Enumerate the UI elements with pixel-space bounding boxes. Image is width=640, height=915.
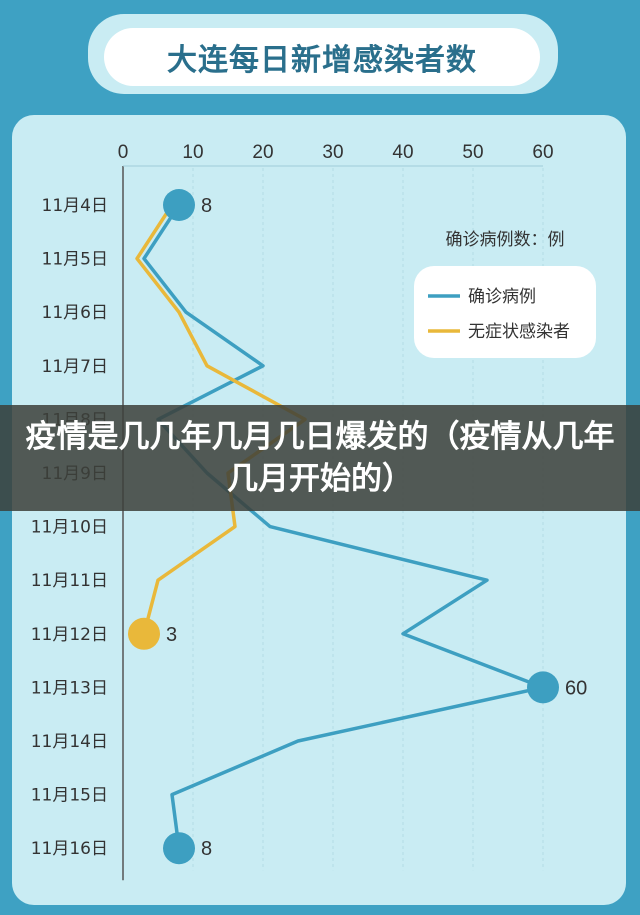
category-label: 11月13日: [31, 678, 108, 698]
x-tick-label: 10: [182, 142, 203, 163]
data-label: 3: [166, 624, 177, 646]
x-tick-label: 0: [118, 142, 129, 163]
category-label: 11月15日: [31, 786, 108, 806]
category-label: 11月4日: [42, 196, 108, 216]
category-label: 11月14日: [31, 732, 108, 752]
category-label: 11月5日: [42, 250, 108, 270]
legend-box: [414, 266, 596, 358]
category-label: 11月11日: [31, 571, 108, 591]
category-label: 11月12日: [31, 625, 108, 645]
x-tick-label: 50: [462, 142, 483, 163]
data-point-confirmed: [527, 671, 559, 704]
x-tick-label: 40: [392, 142, 413, 163]
x-tick-label: 20: [252, 142, 273, 163]
page-title: 大连每日新增感染者数: [104, 28, 540, 86]
series-line-confirmed: [142, 203, 545, 850]
data-label: 8: [201, 195, 212, 217]
category-label: 11月6日: [42, 303, 108, 323]
caption-text: 疫情是几几年几月几日爆发的（疫情从几年几月开始的）: [25, 419, 615, 497]
x-tick-label: 60: [532, 142, 553, 163]
legend-label-confirmed: 确诊病例: [468, 287, 536, 307]
caption-overlay: 疫情是几几年几月几日爆发的（疫情从几年几月开始的）: [0, 405, 640, 511]
data-point-asymptomatic: [128, 617, 160, 650]
legend-title: 确诊病例数：例: [446, 230, 565, 250]
category-label: 11月7日: [42, 357, 108, 377]
x-tick-label: 30: [322, 142, 343, 163]
data-label: 60: [565, 677, 587, 699]
legend-label-asymptomatic: 无症状感染者: [468, 322, 570, 342]
category-label: 11月10日: [31, 518, 108, 538]
data-point-confirmed: [163, 832, 195, 865]
data-label: 8: [201, 838, 212, 860]
category-label: 11月16日: [31, 839, 108, 859]
data-point-confirmed: [163, 189, 195, 221]
